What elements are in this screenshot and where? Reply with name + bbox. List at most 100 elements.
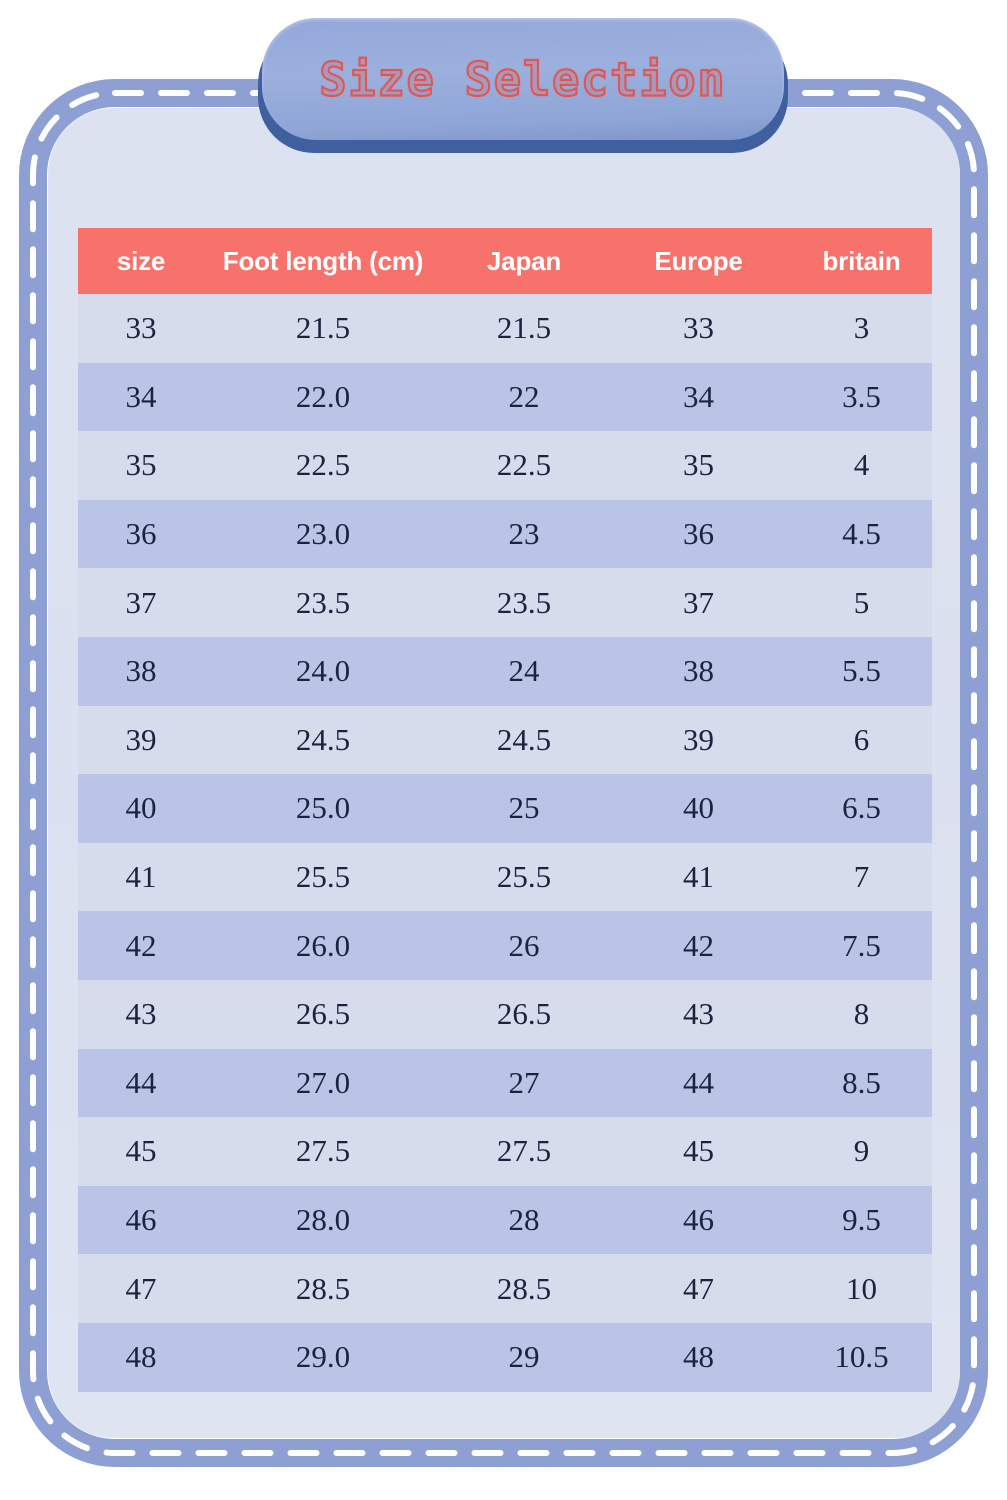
cell-foot-length-cm: 27.0 [204,1048,442,1118]
cell-foot-length-cm: 24.0 [204,636,442,706]
cell-europe: 34 [606,362,791,432]
cell-japan: 23.5 [442,568,606,637]
table-row: 34 22.0 22 34 3.5 [78,362,932,432]
cell-britain: 8 [791,979,932,1049]
cell-size: 41 [78,842,204,912]
cell-size: 42 [78,911,204,980]
cell-europe: 45 [606,1117,791,1186]
page-title: Size Selection [318,51,727,107]
cell-japan: 25 [442,774,606,843]
table-header: size Foot length (cm) Japan Europe brita… [78,228,932,294]
cell-size: 43 [78,979,204,1049]
cell-britain: 6 [791,705,932,775]
column-header-japan: Japan [442,228,606,294]
cell-foot-length-cm: 22.5 [204,431,442,500]
cell-britain: 5.5 [791,636,932,706]
cell-europe: 48 [606,1322,791,1392]
title-banner-face: Size Selection [262,18,784,140]
cell-britain: 3 [791,294,932,363]
cell-japan: 24 [442,636,606,706]
cell-foot-length-cm: 29.0 [204,1322,442,1392]
cell-size: 44 [78,1048,204,1118]
cell-europe: 36 [606,499,791,569]
cell-europe: 43 [606,979,791,1049]
table-row: 37 23.5 23.5 37 5 [78,568,932,637]
cell-foot-length-cm: 25.5 [204,842,442,912]
cell-japan: 28 [442,1185,606,1255]
cell-size: 39 [78,705,204,775]
table-row: 44 27.0 27 44 8.5 [78,1048,932,1118]
cell-foot-length-cm: 28.5 [204,1254,442,1323]
cell-europe: 39 [606,705,791,775]
cell-japan: 28.5 [442,1254,606,1323]
column-header-foot-length: Foot length (cm) [204,228,442,294]
table-body: 33 21.5 21.5 33 3 34 22.0 22 34 3.5 35 22.5 22.5 35 4 3… [78,294,932,1392]
cell-japan: 25.5 [442,842,606,912]
cell-japan: 21.5 [442,294,606,363]
cell-europe: 47 [606,1254,791,1323]
table-row: 45 27.5 27.5 45 9 [78,1117,932,1186]
cell-foot-length-cm: 25.0 [204,774,442,843]
size-chart-table: size Foot length (cm) Japan Europe brita… [78,228,932,1392]
cell-foot-length-cm: 26.0 [204,911,442,980]
cell-europe: 37 [606,568,791,637]
cell-size: 47 [78,1254,204,1323]
table-header-row: size Foot length (cm) Japan Europe brita… [78,228,932,294]
cell-europe: 41 [606,842,791,912]
cell-britain: 9 [791,1117,932,1186]
column-header-size: size [78,228,204,294]
cell-size: 38 [78,636,204,706]
cell-foot-length-cm: 27.5 [204,1117,442,1186]
cell-size: 48 [78,1322,204,1392]
cell-size: 35 [78,431,204,500]
table-row: 46 28.0 28 46 9.5 [78,1185,932,1255]
table-row: 48 29.0 29 48 10.5 [78,1322,932,1392]
cell-size: 33 [78,294,204,363]
cell-foot-length-cm: 21.5 [204,294,442,363]
cell-foot-length-cm: 23.5 [204,568,442,637]
cell-japan: 27.5 [442,1117,606,1186]
cell-japan: 26 [442,911,606,980]
cell-britain: 7 [791,842,932,912]
cell-japan: 22 [442,362,606,432]
table-row: 41 25.5 25.5 41 7 [78,842,932,912]
table-row: 39 24.5 24.5 39 6 [78,705,932,775]
cell-size: 36 [78,499,204,569]
cell-size: 34 [78,362,204,432]
table-row: 47 28.5 28.5 47 10 [78,1254,932,1323]
cell-foot-length-cm: 24.5 [204,705,442,775]
cell-europe: 44 [606,1048,791,1118]
cell-japan: 23 [442,499,606,569]
table-row: 36 23.0 23 36 4.5 [78,499,932,569]
cell-britain: 4 [791,431,932,500]
cell-size: 46 [78,1185,204,1255]
table-row: 38 24.0 24 38 5.5 [78,636,932,706]
cell-britain: 10 [791,1254,932,1323]
table-row: 43 26.5 26.5 43 8 [78,979,932,1049]
cell-japan: 29 [442,1322,606,1392]
cell-foot-length-cm: 22.0 [204,362,442,432]
cell-europe: 46 [606,1185,791,1255]
cell-britain: 4.5 [791,499,932,569]
cell-foot-length-cm: 28.0 [204,1185,442,1255]
cell-japan: 27 [442,1048,606,1118]
cell-britain: 3.5 [791,362,932,432]
cell-japan: 26.5 [442,979,606,1049]
title-banner: Size Selection [258,18,788,153]
cell-size: 40 [78,774,204,843]
cell-europe: 40 [606,774,791,843]
cell-britain: 10.5 [791,1322,932,1392]
cell-britain: 9.5 [791,1185,932,1255]
column-header-britain: britain [791,228,932,294]
cell-britain: 8.5 [791,1048,932,1118]
table-row: 35 22.5 22.5 35 4 [78,431,932,500]
cell-europe: 35 [606,431,791,500]
cell-size: 37 [78,568,204,637]
column-header-europe: Europe [606,228,791,294]
cell-europe: 33 [606,294,791,363]
cell-britain: 5 [791,568,932,637]
cell-foot-length-cm: 23.0 [204,499,442,569]
cell-europe: 38 [606,636,791,706]
cell-foot-length-cm: 26.5 [204,979,442,1049]
table-row: 42 26.0 26 42 7.5 [78,911,932,980]
